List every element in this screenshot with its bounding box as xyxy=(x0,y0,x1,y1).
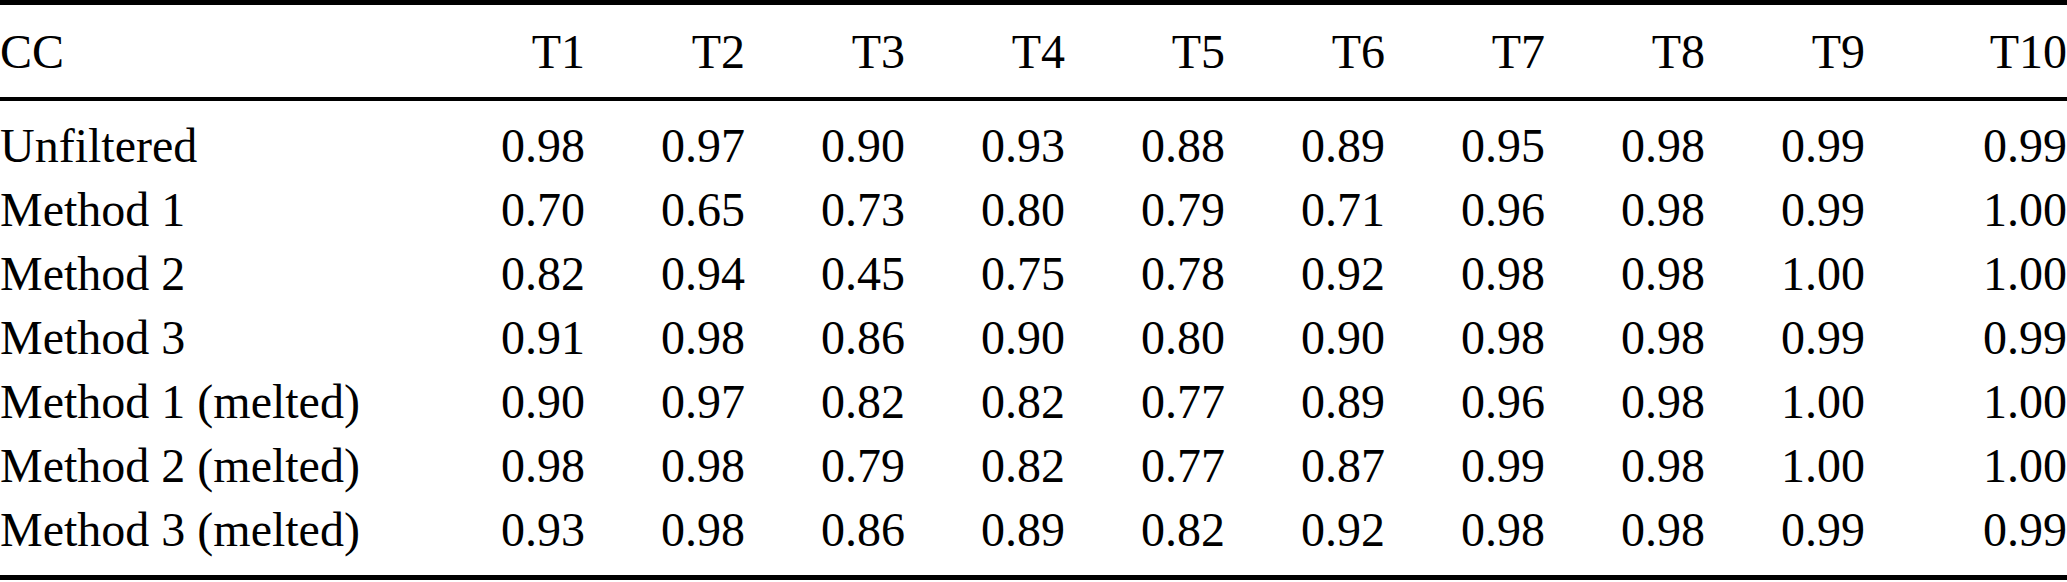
table-cell: 0.98 xyxy=(425,99,585,177)
table-cell: 0.98 xyxy=(1545,241,1705,305)
table-cell: 1.00 xyxy=(1705,369,1865,433)
column-header-t1: T1 xyxy=(425,3,585,100)
table-cell: 0.98 xyxy=(1545,99,1705,177)
table-cell: 0.89 xyxy=(1225,99,1385,177)
table-row: Method 3 0.91 0.98 0.86 0.90 0.80 0.90 0… xyxy=(0,305,2067,369)
table-cell: 0.93 xyxy=(905,99,1065,177)
table-cell: 0.99 xyxy=(1385,433,1545,497)
table-cell: 0.99 xyxy=(1705,305,1865,369)
table-cell: 0.80 xyxy=(1065,305,1225,369)
row-label: Method 1 (melted) xyxy=(0,369,425,433)
table-cell: 1.00 xyxy=(1865,369,2067,433)
column-header-t7: T7 xyxy=(1385,3,1545,100)
table-row: Method 2 (melted) 0.98 0.98 0.79 0.82 0.… xyxy=(0,433,2067,497)
table-cell: 0.98 xyxy=(585,433,745,497)
table-cell: 0.65 xyxy=(585,177,745,241)
table-cell: 0.98 xyxy=(1385,241,1545,305)
table-cell: 0.75 xyxy=(905,241,1065,305)
table-cell: 1.00 xyxy=(1865,433,2067,497)
table-cell: 0.82 xyxy=(905,369,1065,433)
table-cell: 0.45 xyxy=(745,241,905,305)
table-cell: 0.99 xyxy=(1705,497,1865,578)
table-cell: 0.98 xyxy=(1385,305,1545,369)
table-row: Unfiltered 0.98 0.97 0.90 0.93 0.88 0.89… xyxy=(0,99,2067,177)
table-cell: 0.87 xyxy=(1225,433,1385,497)
column-header-t10: T10 xyxy=(1865,3,2067,100)
table-cell: 0.82 xyxy=(1065,497,1225,578)
table-cell: 0.77 xyxy=(1065,433,1225,497)
table-cell: 0.96 xyxy=(1385,369,1545,433)
table-row: Method 1 (melted) 0.90 0.97 0.82 0.82 0.… xyxy=(0,369,2067,433)
table-row: Method 1 0.70 0.65 0.73 0.80 0.79 0.71 0… xyxy=(0,177,2067,241)
table-cell: 0.89 xyxy=(1225,369,1385,433)
column-header-t3: T3 xyxy=(745,3,905,100)
table-row: Method 2 0.82 0.94 0.45 0.75 0.78 0.92 0… xyxy=(0,241,2067,305)
table-cell: 0.96 xyxy=(1385,177,1545,241)
table-cell: 0.98 xyxy=(1545,177,1705,241)
table-cell: 0.99 xyxy=(1705,99,1865,177)
table-cell: 0.98 xyxy=(1545,369,1705,433)
paper-table-figure: CC T1 T2 T3 T4 T5 T6 T7 T8 T9 T10 Unfilt… xyxy=(0,0,2067,582)
table-cell: 0.99 xyxy=(1865,99,2067,177)
table-cell: 0.97 xyxy=(585,99,745,177)
row-label: Method 2 (melted) xyxy=(0,433,425,497)
table-cell: 1.00 xyxy=(1705,433,1865,497)
table-row: Method 3 (melted) 0.93 0.98 0.86 0.89 0.… xyxy=(0,497,2067,578)
table-cell: 0.90 xyxy=(905,305,1065,369)
table-cell: 0.86 xyxy=(745,497,905,578)
row-label: Method 3 xyxy=(0,305,425,369)
row-label: Unfiltered xyxy=(0,99,425,177)
table-cell: 0.82 xyxy=(905,433,1065,497)
table-cell: 0.79 xyxy=(1065,177,1225,241)
table-cell: 0.92 xyxy=(1225,241,1385,305)
column-header-t4: T4 xyxy=(905,3,1065,100)
column-header-t9: T9 xyxy=(1705,3,1865,100)
table-cell: 0.98 xyxy=(585,305,745,369)
table-cell: 0.92 xyxy=(1225,497,1385,578)
table-cell: 0.90 xyxy=(425,369,585,433)
table-cell: 0.98 xyxy=(585,497,745,578)
table-cell: 0.98 xyxy=(1545,305,1705,369)
table-cell: 0.82 xyxy=(745,369,905,433)
table-cell: 0.86 xyxy=(745,305,905,369)
table-cell: 0.79 xyxy=(745,433,905,497)
table-cell: 0.89 xyxy=(905,497,1065,578)
table-cell: 0.99 xyxy=(1705,177,1865,241)
table-cell: 0.95 xyxy=(1385,99,1545,177)
column-header-t8: T8 xyxy=(1545,3,1705,100)
table-cell: 1.00 xyxy=(1705,241,1865,305)
table-cell: 0.78 xyxy=(1065,241,1225,305)
column-header-t5: T5 xyxy=(1065,3,1225,100)
table-cell: 0.73 xyxy=(745,177,905,241)
column-header-t2: T2 xyxy=(585,3,745,100)
column-header-cc: CC xyxy=(0,3,425,100)
table-cell: 0.97 xyxy=(585,369,745,433)
table-cell: 0.98 xyxy=(1545,497,1705,578)
table-cell: 1.00 xyxy=(1865,177,2067,241)
table-cell: 0.98 xyxy=(1545,433,1705,497)
table-cell: 0.90 xyxy=(745,99,905,177)
table-cell: 0.99 xyxy=(1865,305,2067,369)
table-cell: 0.98 xyxy=(1385,497,1545,578)
table-cell: 0.80 xyxy=(905,177,1065,241)
table-cell: 0.82 xyxy=(425,241,585,305)
row-label: Method 3 (melted) xyxy=(0,497,425,578)
table-cell: 0.94 xyxy=(585,241,745,305)
table-cell: 0.91 xyxy=(425,305,585,369)
row-label: Method 2 xyxy=(0,241,425,305)
table-cell: 0.99 xyxy=(1865,497,2067,578)
table-cell: 0.77 xyxy=(1065,369,1225,433)
header-row: CC T1 T2 T3 T4 T5 T6 T7 T8 T9 T10 xyxy=(0,3,2067,100)
table-cell: 0.88 xyxy=(1065,99,1225,177)
table-cell: 0.70 xyxy=(425,177,585,241)
table-cell: 0.90 xyxy=(1225,305,1385,369)
table-cell: 0.98 xyxy=(425,433,585,497)
column-header-t6: T6 xyxy=(1225,3,1385,100)
results-table: CC T1 T2 T3 T4 T5 T6 T7 T8 T9 T10 Unfilt… xyxy=(0,0,2067,580)
table-cell: 0.71 xyxy=(1225,177,1385,241)
row-label: Method 1 xyxy=(0,177,425,241)
table-cell: 0.93 xyxy=(425,497,585,578)
table-cell: 1.00 xyxy=(1865,241,2067,305)
